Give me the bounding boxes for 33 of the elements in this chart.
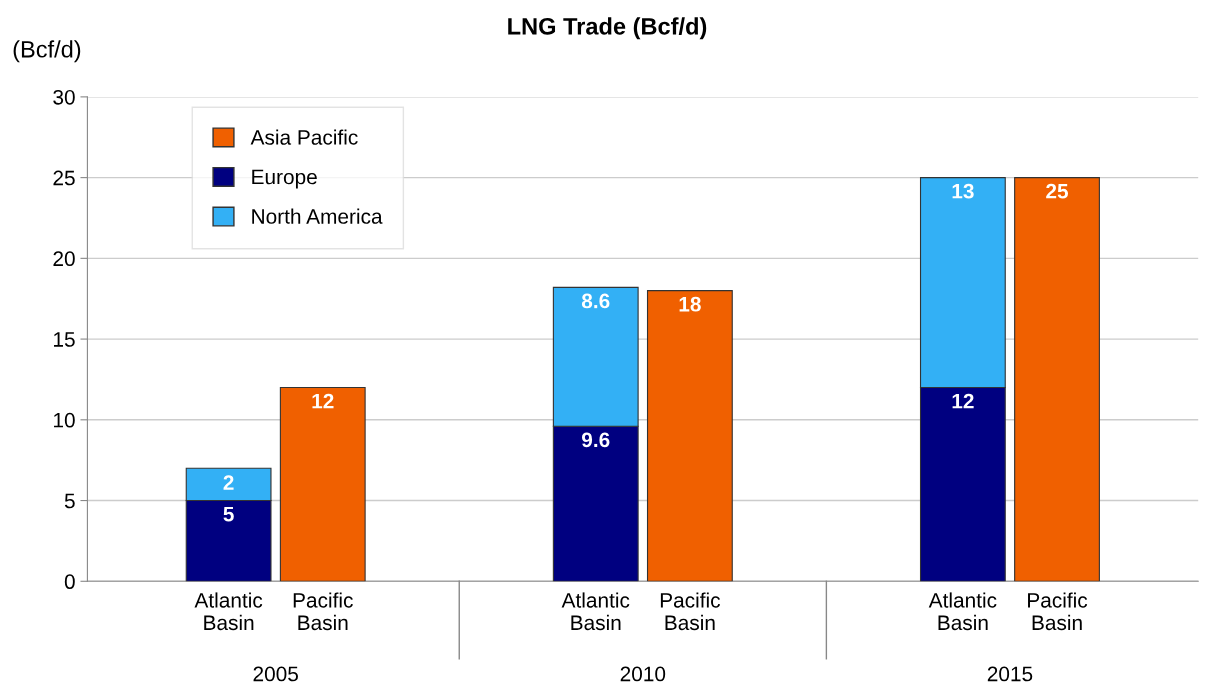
y-tick-label: 5 bbox=[64, 493, 75, 509]
text: 2005 bbox=[253, 666, 298, 682]
bar bbox=[646, 290, 733, 582]
legend-label: Asia Pacific bbox=[250, 129, 358, 145]
x-tick-label: Atlantic Basin bbox=[928, 592, 997, 631]
data-label: 12 bbox=[312, 393, 334, 409]
data-label: 2 bbox=[223, 475, 234, 490]
x-tick-label: Pacific Basin bbox=[1028, 592, 1088, 631]
bar bbox=[1014, 177, 1100, 582]
y-tick-label: 20 bbox=[53, 251, 75, 267]
x-tick-label: Atlantic Basin bbox=[194, 592, 263, 631]
data-label: 5 bbox=[223, 506, 234, 522]
x-tick-label: Atlantic Basin bbox=[561, 592, 630, 631]
y-tick-label: 10 bbox=[54, 412, 75, 428]
x-tick-label: Pacific Basin bbox=[660, 592, 721, 631]
data-label: 9.6 bbox=[581, 432, 610, 448]
legend-label: North America bbox=[252, 208, 383, 224]
data-label: 13 bbox=[952, 183, 974, 199]
y-tick-label: 15 bbox=[54, 332, 75, 347]
y-tick-label: 0 bbox=[64, 574, 75, 590]
data-label: 18 bbox=[679, 296, 701, 312]
data-label: 12 bbox=[952, 393, 974, 409]
data-label: 25 bbox=[1046, 183, 1069, 199]
data-label: 8.6 bbox=[581, 293, 610, 309]
chart-title: LNG Trade (Bcf/d) bbox=[508, 17, 707, 40]
legend-label: Europe bbox=[252, 169, 317, 189]
text: 2010 bbox=[620, 666, 666, 682]
x-tick-label: Pacific Basin bbox=[293, 592, 353, 631]
y-tick-label: 30 bbox=[53, 89, 75, 105]
text: 2015 bbox=[987, 666, 1033, 682]
y-tick-label: 25 bbox=[53, 170, 75, 186]
bar bbox=[279, 386, 366, 582]
y-axis-title: (Bcf/d) bbox=[13, 40, 81, 63]
